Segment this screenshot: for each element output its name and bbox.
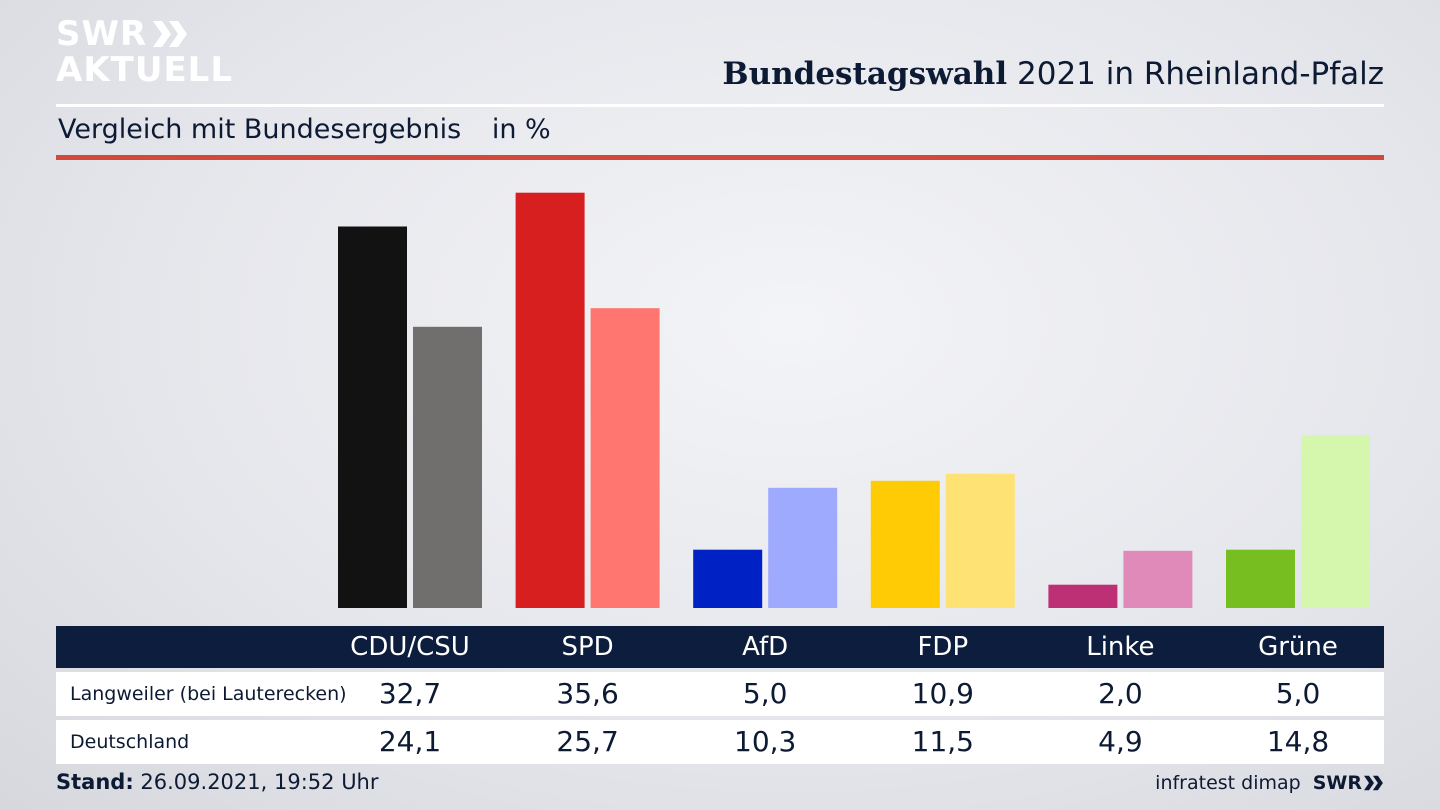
column-header: CDU/CSU (350, 632, 470, 662)
table-cell: 35,6 (556, 677, 619, 710)
table-cell: 14,8 (1266, 725, 1330, 758)
bar-local-4 (1048, 584, 1118, 608)
bar-national-2 (768, 487, 838, 608)
column-header: SPD (561, 632, 614, 662)
chart-subtitle: Vergleich mit Bundesergebnis in % (58, 114, 551, 145)
table-cell: 32,7 (378, 677, 442, 710)
table-cell: 5,0 (1275, 677, 1321, 710)
row-label: Deutschland (70, 731, 190, 753)
table-header-row: CDU/CSU SPD AfD FDP Linke Grüne (56, 626, 1384, 668)
bar-local-1 (515, 192, 585, 608)
unit-label: in % (491, 114, 551, 145)
subtitle-divider (56, 155, 1384, 160)
bar-local-5 (1226, 549, 1295, 608)
table-cell: 25,7 (556, 725, 619, 758)
bar-national-5 (1301, 435, 1370, 608)
swr-footer-logo: SWR (1313, 772, 1384, 794)
title-bold: Bundestagswahl (722, 56, 1008, 92)
bar-national-3 (945, 473, 1015, 608)
logo-chevron-icon (153, 21, 189, 47)
footer-chevron-icon (1364, 775, 1383, 791)
subtitle-text: Vergleich mit Bundesergebnis (58, 114, 462, 145)
bar-local-2 (693, 549, 763, 608)
table-cell: 5,0 (742, 677, 788, 710)
header-divider (56, 104, 1384, 107)
column-header: FDP (917, 632, 969, 662)
source-credit: infratest dimap SWR (1155, 772, 1384, 794)
logo-line2: AKTUELL (56, 50, 234, 90)
title-rest: 2021 in Rheinland-Pfalz (1017, 56, 1384, 92)
bar-local-0 (338, 226, 407, 608)
results-table: CDU/CSU SPD AfD FDP Linke Grüne Langweiler (b… (56, 626, 1384, 764)
column-header: Linke (1086, 632, 1155, 662)
table-row: Langweiler (bei Lauterecken) 32,7 35,6 5,0… (56, 672, 1384, 716)
table-cell: 10,9 (911, 677, 974, 710)
stand-label: Stand: (56, 770, 134, 794)
table-cell: 11,5 (911, 725, 974, 758)
table-cell: 4,9 (1098, 725, 1143, 758)
bar-national-4 (1123, 550, 1193, 608)
bar-national-1 (590, 308, 660, 608)
bar-chart (338, 192, 1370, 608)
bar-local-3 (870, 480, 940, 608)
column-header: AfD (742, 632, 789, 662)
swr-aktuell-logo: SWR AKTUELL (56, 16, 233, 88)
stand-value: 26.09.2021, 19:52 Uhr (140, 770, 379, 794)
table-cell: 24,1 (378, 725, 442, 758)
table-row: Deutschland 24,1 25,7 10,3 11,5 4,9 14,8 (56, 720, 1384, 764)
footer-brand: SWR (1312, 772, 1362, 794)
source-label: infratest dimap (1155, 772, 1301, 794)
page-title: Bundestagswahl 2021 in Rheinland-Pfalz (722, 56, 1384, 92)
logo-line1: SWR (56, 14, 148, 54)
timestamp: Stand: 26.09.2021, 19:52 Uhr (56, 770, 379, 794)
table-cell: 10,3 (734, 725, 797, 758)
bar-national-0 (413, 326, 482, 608)
table-cell: 2,0 (1098, 677, 1143, 710)
row-label: Langweiler (bei Lauterecken) (70, 683, 347, 705)
column-header: Grüne (1258, 632, 1338, 662)
